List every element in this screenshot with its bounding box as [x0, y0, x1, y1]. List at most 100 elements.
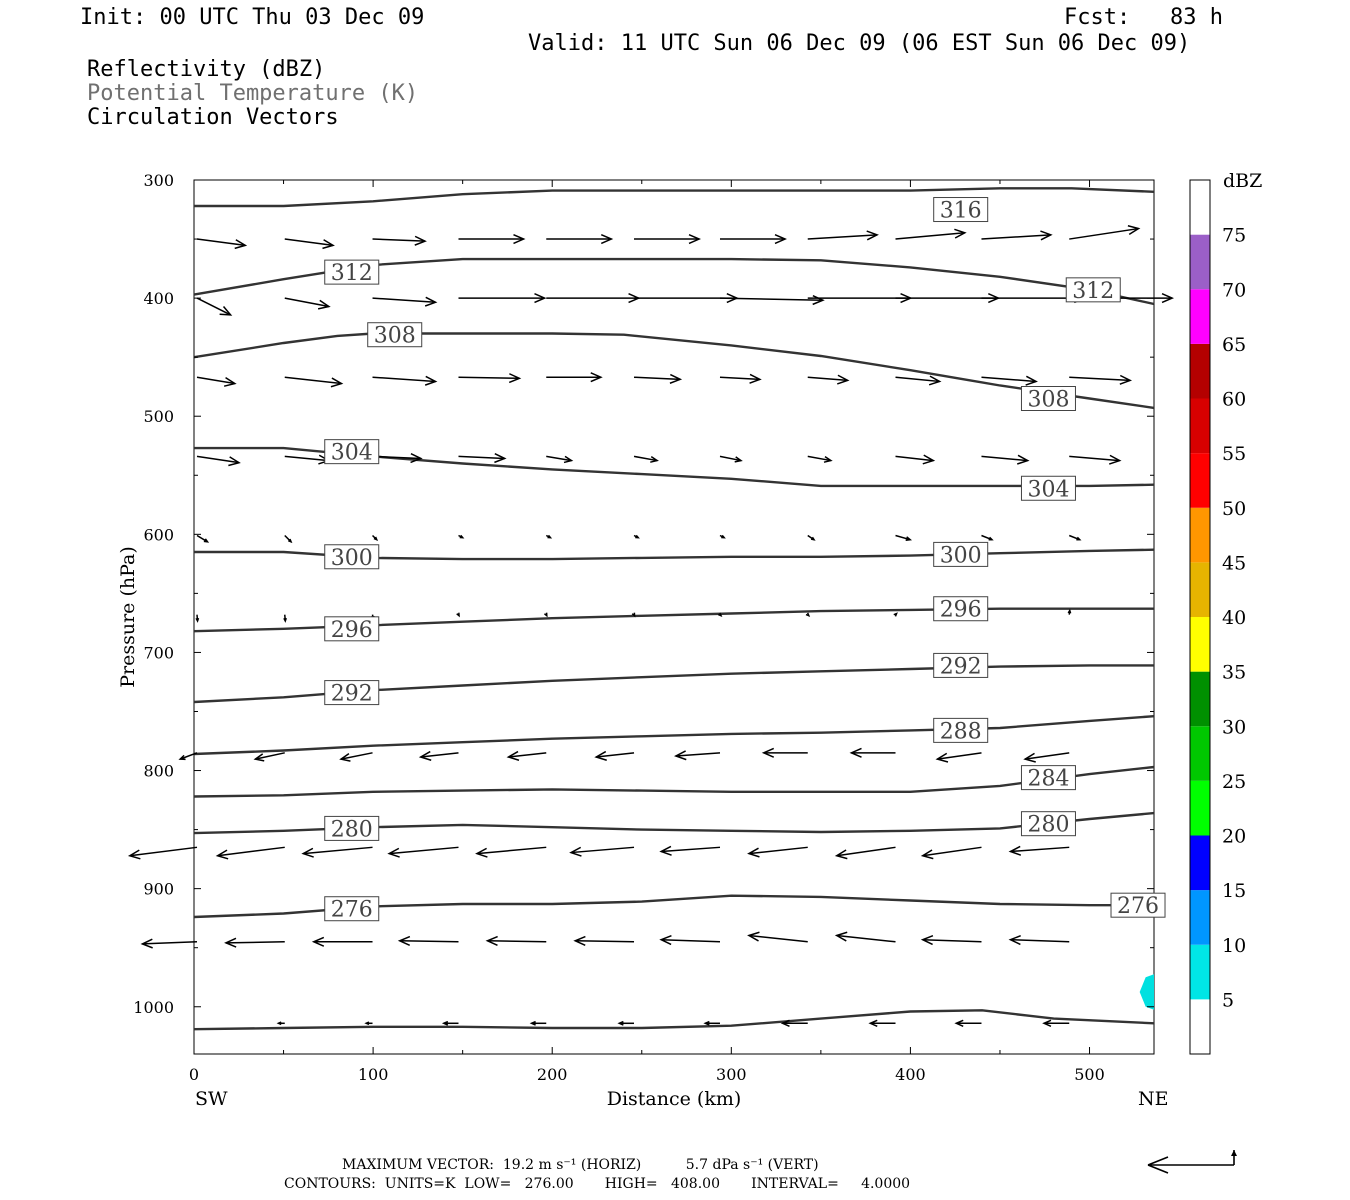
vector-head — [703, 1020, 710, 1026]
circulation-vector — [546, 233, 614, 245]
contour-label-box — [324, 439, 380, 465]
circulation-vector — [981, 454, 1030, 465]
circulation-vector — [458, 293, 547, 304]
theta-contour-line — [193, 715, 1155, 756]
colorbar-label: 70 — [1222, 279, 1246, 301]
y-tick-label: 400 — [143, 289, 174, 308]
circulation-vector — [1068, 534, 1082, 541]
vector-shaft — [389, 846, 459, 855]
contour-label-text: 292 — [940, 654, 982, 679]
y-tick-label: 700 — [143, 643, 174, 662]
vector-shaft — [284, 455, 329, 462]
contour-label: 312 — [1065, 277, 1121, 304]
contour-label-box — [324, 815, 380, 841]
vector-head — [866, 230, 879, 241]
contour-label: 276 — [324, 896, 380, 923]
circulation-vector — [284, 534, 293, 544]
vector-head — [868, 1019, 878, 1027]
contour-label: 304 — [324, 439, 380, 466]
vector-head — [810, 536, 816, 541]
circulation-vector — [284, 297, 331, 310]
vector-shaft — [937, 752, 982, 760]
circulation-vector — [364, 1021, 373, 1026]
vector-shaft — [458, 455, 505, 460]
vector-shaft — [633, 376, 681, 381]
vector-head — [322, 239, 335, 250]
y-tick-label: 500 — [143, 407, 174, 426]
vector-head — [364, 1021, 370, 1026]
vector-head — [920, 849, 934, 860]
vector-head — [805, 612, 811, 618]
vector-shaft — [196, 455, 240, 464]
y-tick-label: 900 — [143, 880, 174, 899]
circulation-vector — [311, 936, 373, 947]
vector-head — [749, 373, 762, 384]
vector-head — [373, 536, 379, 542]
y-tick-label: 800 — [143, 762, 174, 781]
circulation-vector — [954, 1019, 982, 1027]
circulation-vector — [529, 1020, 547, 1026]
vector-head — [228, 456, 241, 467]
x-tick-label: 500 — [1074, 1065, 1105, 1084]
contour-label-box — [324, 259, 380, 285]
circulation-vector — [895, 228, 967, 240]
vector-head — [508, 373, 522, 384]
circulation-vector — [458, 373, 522, 384]
contour-label-text: 308 — [1027, 388, 1069, 413]
y-tick-label: 300 — [143, 171, 174, 190]
vector-shaft — [225, 941, 285, 944]
circulation-vector — [1069, 454, 1122, 465]
vector-shaft — [895, 232, 965, 240]
contour-label-box — [324, 544, 380, 570]
vector-head — [253, 753, 265, 762]
colorbar-frame — [1189, 179, 1211, 1055]
vector-head — [761, 747, 775, 758]
colorbar-label: 5 — [1222, 989, 1234, 1011]
vector-shaft — [633, 455, 658, 462]
circulation-vector — [981, 230, 1053, 241]
circulation-vector — [849, 747, 896, 758]
contour-label-box — [933, 541, 989, 567]
contour-label-box — [933, 197, 989, 223]
vector-shaft — [196, 238, 246, 247]
circulation-vector — [140, 938, 198, 949]
vector-shaft — [895, 376, 940, 383]
circulation-vector — [659, 845, 721, 856]
vector-shaft — [675, 752, 721, 757]
circulation-vector — [719, 455, 743, 463]
circulation-vector — [805, 612, 811, 618]
vector-head — [397, 935, 411, 946]
vector-head — [590, 372, 603, 383]
circulation-vector — [633, 534, 640, 539]
contour-label: 288 — [933, 717, 989, 744]
vector-head — [195, 617, 200, 623]
vector-head — [223, 376, 237, 387]
vector-shaft — [1010, 938, 1070, 943]
circulation-vector — [387, 846, 459, 858]
vector-head — [812, 294, 825, 306]
circulation-vector — [935, 752, 982, 763]
circulation-vector — [283, 614, 287, 623]
contour-label-text: 316 — [940, 199, 982, 224]
vector-shaft — [1069, 376, 1131, 382]
vector-shaft — [1010, 846, 1070, 853]
colorbar-label: 55 — [1222, 443, 1246, 465]
y-tick-label: 1000 — [133, 998, 174, 1017]
vector-head — [441, 1020, 449, 1026]
colorbar-segment — [1190, 999, 1210, 1054]
vector-head — [543, 612, 548, 618]
contour-label: 280 — [1020, 811, 1076, 838]
vector-head — [424, 375, 438, 386]
vector-head — [127, 849, 141, 860]
circulation-vector — [276, 1021, 285, 1026]
contour-label: 304 — [1020, 475, 1076, 502]
vector-head — [905, 536, 913, 542]
vector-shaft — [661, 846, 721, 853]
vector-head — [1127, 225, 1141, 236]
circulation-vector — [594, 750, 635, 761]
contour-label-box — [324, 616, 380, 642]
vector-head — [688, 233, 702, 245]
vector-head — [178, 754, 186, 761]
vector-head — [1023, 752, 1036, 763]
